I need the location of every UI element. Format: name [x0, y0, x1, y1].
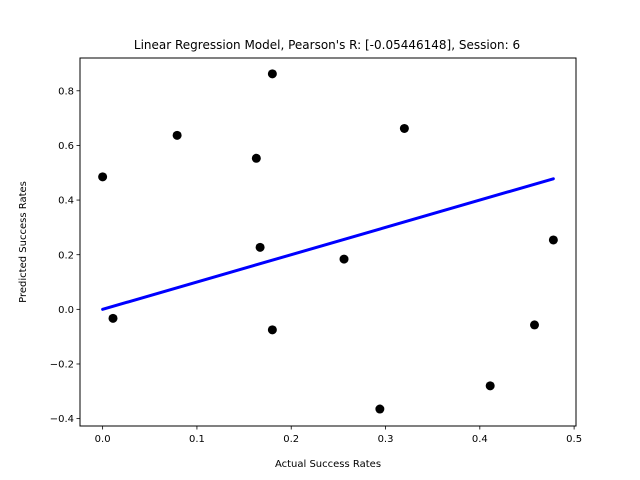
y-tick-label: 0.4: [58, 196, 74, 207]
points-layer: [98, 69, 558, 414]
data-point-13: [548, 235, 558, 245]
data-point-3: [172, 130, 182, 140]
x-tick-label: 0.0: [95, 434, 111, 445]
data-point-6: [267, 69, 277, 79]
y-tick-label: 0.8: [58, 86, 74, 97]
y-tick-label: 0.6: [58, 141, 74, 152]
data-point-9: [375, 404, 385, 414]
y-tick-label: 0.0: [58, 305, 74, 316]
x-tick-label: 0.2: [283, 434, 299, 445]
x-tick-label: 0.4: [472, 434, 488, 445]
y-tick-label: 0.2: [58, 250, 74, 261]
data-point-12: [530, 320, 540, 330]
data-point-7: [267, 325, 277, 335]
data-point-1: [98, 172, 108, 182]
chart-title: Linear Regression Model, Pearson's R: [-…: [134, 38, 520, 52]
y-tick-label: −0.4: [50, 414, 74, 425]
x-tick-label: 0.5: [566, 434, 582, 445]
data-point-2: [108, 313, 118, 323]
regression-line: [101, 177, 555, 311]
regression-layer: [101, 177, 555, 311]
x-axis-label: Actual Success Rates: [275, 459, 381, 470]
data-point-5: [255, 242, 265, 252]
x-tick-label: 0.1: [189, 434, 205, 445]
x-axis: 0.0 0.1 0.2 0.3 0.4 0.5: [95, 426, 582, 445]
data-point-11: [485, 381, 495, 391]
y-tick-label: −0.2: [50, 360, 74, 371]
data-point-4: [251, 153, 261, 163]
y-axis-label: Predicted Success Rates: [18, 181, 29, 303]
plot-area: [79, 57, 577, 427]
y-axis: −0.4 −0.2 0.0 0.2 0.4 0.6 0.8: [50, 86, 80, 425]
data-point-10: [399, 123, 409, 133]
data-point-8: [339, 254, 349, 264]
x-tick-label: 0.3: [378, 434, 394, 445]
